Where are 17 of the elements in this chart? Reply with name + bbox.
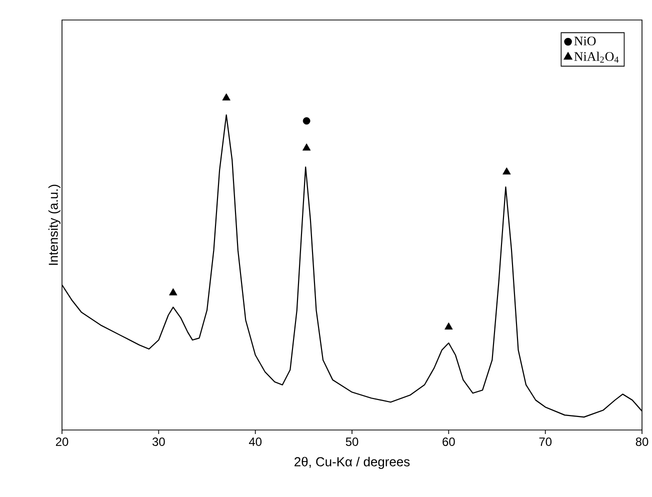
legend-label: NiO — [574, 36, 596, 46]
legend-label: NiAl$_{2}$O$_{4}$ — [574, 52, 619, 63]
x-tick-label: 70 — [539, 438, 552, 446]
x-tick-label: 30 — [152, 438, 165, 446]
point — [302, 143, 311, 151]
point — [444, 322, 453, 330]
x-tick-label: 40 — [248, 438, 262, 446]
x-tick-label: 50 — [346, 438, 358, 446]
point — [222, 93, 230, 100]
point — [302, 117, 310, 125]
x-tick-label: 20 — [56, 438, 68, 446]
y-axis-title: Intensity (a.u.) — [48, 184, 60, 265]
x-tick-label: 80 — [636, 438, 648, 446]
x-tick-label: 60 — [442, 438, 455, 446]
point — [169, 288, 178, 296]
x-axis-title: 2θ, Cu-Kα / degrees — [294, 456, 410, 469]
point — [502, 167, 511, 174]
